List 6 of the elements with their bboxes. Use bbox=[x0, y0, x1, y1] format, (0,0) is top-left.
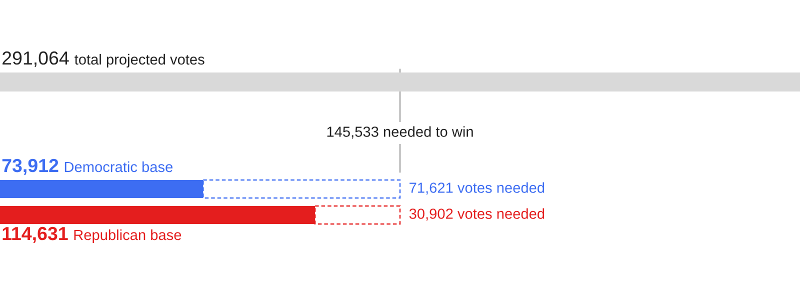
data-label: 71,621 votes needed bbox=[410, 182, 544, 195]
ref-line-label: 145,533 needed to win bbox=[327, 126, 473, 139]
data-label: 114,631 Republican base bbox=[2, 226, 182, 244]
data-label: 291,064 total projected votes bbox=[2, 51, 204, 68]
data-label: 73,912 Democratic base bbox=[2, 158, 172, 175]
data-label: 30,902 votes needed bbox=[409, 208, 544, 221]
